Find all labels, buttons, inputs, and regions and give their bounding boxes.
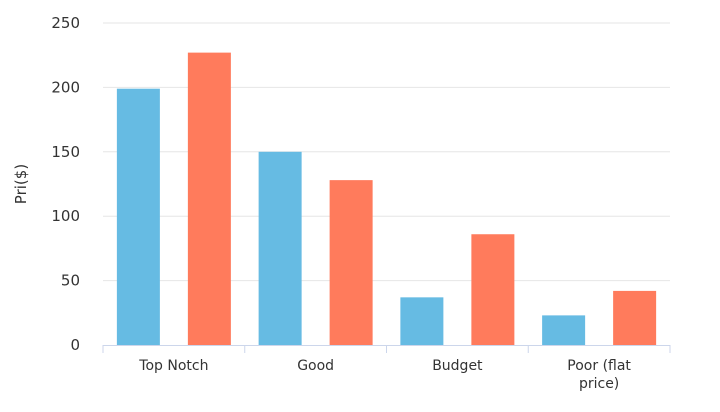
- y-tick-label: 250: [51, 14, 80, 32]
- bar-series1-0: [116, 88, 160, 346]
- x-axis-categories: Top Notch Good Budget Poor (flat price): [138, 358, 631, 392]
- bar-series1-3: [542, 315, 586, 345]
- bar-series2-1: [329, 180, 373, 345]
- y-axis-title: Pri($): [12, 164, 30, 204]
- y-tick-label: 0: [70, 336, 80, 354]
- x-category-label: Top Notch: [138, 358, 208, 374]
- y-axis-ticks: 0 50 100 150 200 250: [51, 14, 80, 354]
- bar-series2-0: [187, 52, 231, 346]
- x-category-label: Good: [297, 358, 334, 374]
- x-category-label: Poor (flat price): [567, 358, 631, 392]
- bar-series1-2: [400, 297, 444, 345]
- bar-series2-2: [471, 234, 515, 345]
- bar-series1-1: [258, 151, 302, 345]
- y-tick-label: 200: [51, 78, 80, 96]
- x-category-label: Budget: [432, 358, 483, 374]
- x-axis: [102, 345, 671, 353]
- y-tick-label: 50: [61, 272, 80, 290]
- bars: [116, 52, 657, 346]
- y-tick-label: 100: [51, 207, 80, 225]
- y-tick-label: 150: [51, 143, 80, 161]
- bar-series2-3: [613, 290, 657, 345]
